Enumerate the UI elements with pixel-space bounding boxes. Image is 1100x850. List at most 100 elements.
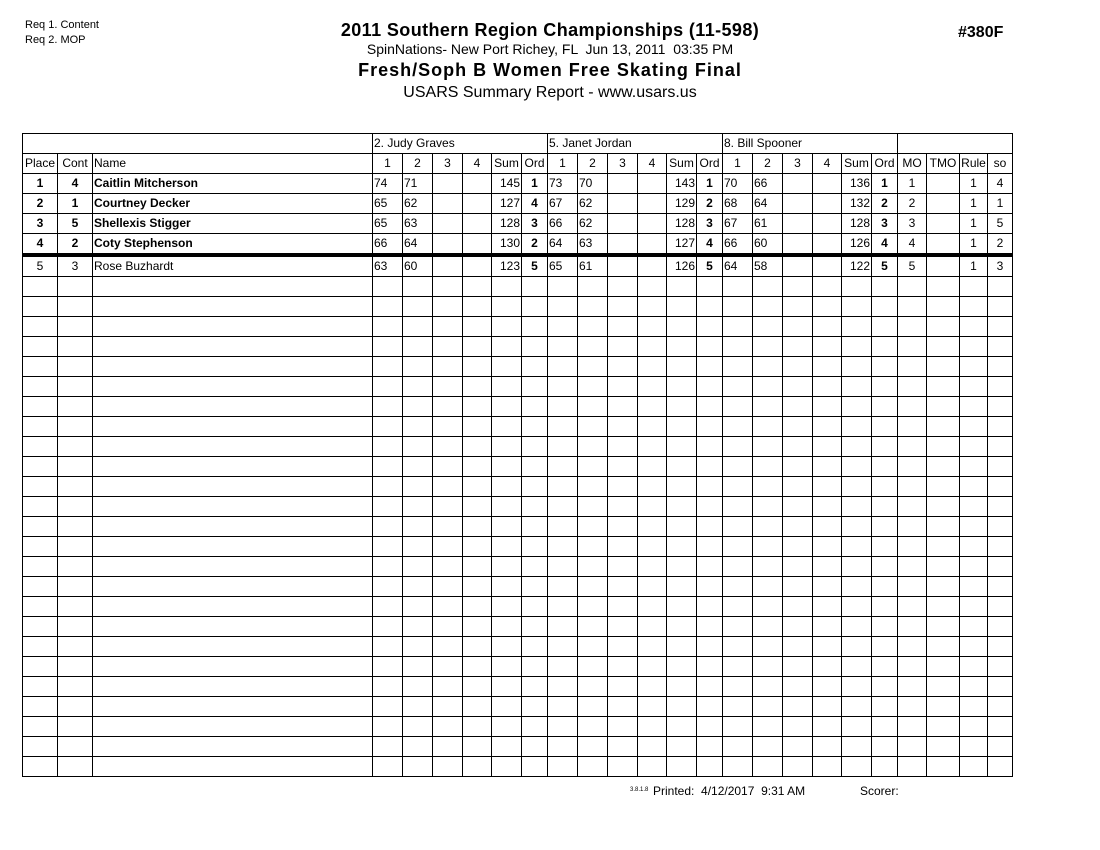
empty-cell: [959, 436, 988, 457]
empty-cell: [782, 756, 813, 777]
empty-cell: [577, 376, 608, 397]
empty-cell: [637, 756, 667, 777]
empty-cell: [491, 676, 522, 697]
name-column-header: Name: [92, 153, 373, 174]
empty-cell: [926, 516, 960, 537]
empty-cell: [402, 436, 433, 457]
empty-cell: [752, 596, 783, 617]
empty-cell: [666, 676, 697, 697]
empty-cell: [752, 356, 783, 377]
empty-cell: [57, 516, 93, 537]
empty-cell: [372, 336, 403, 357]
empty-cell: [432, 576, 463, 597]
empty-cell: [22, 436, 58, 457]
empty-cell: [841, 376, 872, 397]
ord-cell: 1: [871, 173, 898, 194]
empty-cell: [92, 756, 373, 777]
sum-column-header: Sum: [491, 153, 522, 174]
empty-cell: [752, 436, 783, 457]
empty-cell: [722, 376, 753, 397]
empty-cell: [666, 536, 697, 557]
empty-cell: [372, 456, 403, 477]
empty-cell: [637, 496, 667, 517]
empty-cell: [547, 716, 578, 737]
empty-cell: [666, 336, 697, 357]
empty-cell: [372, 536, 403, 557]
empty-cell: [897, 376, 927, 397]
empty-cell: [402, 376, 433, 397]
empty-cell: [491, 436, 522, 457]
empty-cell: [926, 496, 960, 517]
empty-cell: [782, 736, 813, 757]
score-cell: 66: [547, 213, 578, 234]
empty-cell: [897, 336, 927, 357]
empty-cell: [722, 536, 753, 557]
empty-cell: [92, 576, 373, 597]
trial-column-header: 4: [462, 153, 492, 174]
empty-cell: [987, 416, 1013, 437]
empty-cell: [897, 616, 927, 637]
empty-cell: [577, 716, 608, 737]
sum-cell: 126: [666, 254, 697, 277]
score-cell: 70: [577, 173, 608, 194]
empty-cell: [959, 596, 988, 617]
empty-cell: [22, 356, 58, 377]
empty-cell: [812, 276, 842, 297]
trial-column-header: 1: [547, 153, 578, 174]
empty-cell: [987, 716, 1013, 737]
empty-cell: [812, 336, 842, 357]
empty-cell: [959, 576, 988, 597]
score-cell: [607, 233, 638, 257]
empty-cell: [521, 596, 548, 617]
empty-cell: [897, 756, 927, 777]
empty-cell: [987, 356, 1013, 377]
score-cell: 64: [722, 254, 753, 277]
empty-cell: [812, 736, 842, 757]
empty-cell: [22, 336, 58, 357]
empty-cell: [696, 416, 723, 437]
empty-cell: [521, 416, 548, 437]
empty-cell: [92, 616, 373, 637]
empty-cell: [959, 376, 988, 397]
empty-cell: [752, 496, 783, 517]
empty-cell: [462, 356, 492, 377]
empty-cell: [547, 496, 578, 517]
score-cell: 61: [752, 213, 783, 234]
empty-cell: [607, 716, 638, 737]
empty-cell: [92, 496, 373, 517]
empty-cell: [722, 336, 753, 357]
score-cell: [462, 213, 492, 234]
empty-cell: [782, 516, 813, 537]
empty-cell: [432, 696, 463, 717]
score-cell: 64: [547, 233, 578, 257]
empty-cell: [577, 436, 608, 457]
empty-cell: [22, 396, 58, 417]
empty-cell: [637, 716, 667, 737]
empty-cell: [666, 316, 697, 337]
score-cell: 66: [722, 233, 753, 257]
trial-column-header: 1: [372, 153, 403, 174]
empty-cell: [897, 456, 927, 477]
empty-cell: [92, 536, 373, 557]
empty-cell: [462, 736, 492, 757]
rule-cell: 1: [959, 193, 988, 214]
empty-cell: [696, 696, 723, 717]
empty-cell: [577, 296, 608, 317]
empty-cell: [926, 336, 960, 357]
empty-cell: [547, 396, 578, 417]
empty-cell: [666, 736, 697, 757]
empty-cell: [607, 576, 638, 597]
empty-cell: [637, 296, 667, 317]
trial-column-header: 1: [722, 153, 753, 174]
empty-cell: [491, 596, 522, 617]
empty-cell: [432, 716, 463, 737]
empty-cell: [752, 676, 783, 697]
empty-cell: [959, 756, 988, 777]
empty-cell: [752, 396, 783, 417]
empty-cell: [607, 756, 638, 777]
ord-cell: 3: [871, 213, 898, 234]
sum-cell: 128: [666, 213, 697, 234]
name-cell: Shellexis Stigger: [92, 213, 373, 234]
empty-cell: [696, 396, 723, 417]
empty-cell: [696, 596, 723, 617]
